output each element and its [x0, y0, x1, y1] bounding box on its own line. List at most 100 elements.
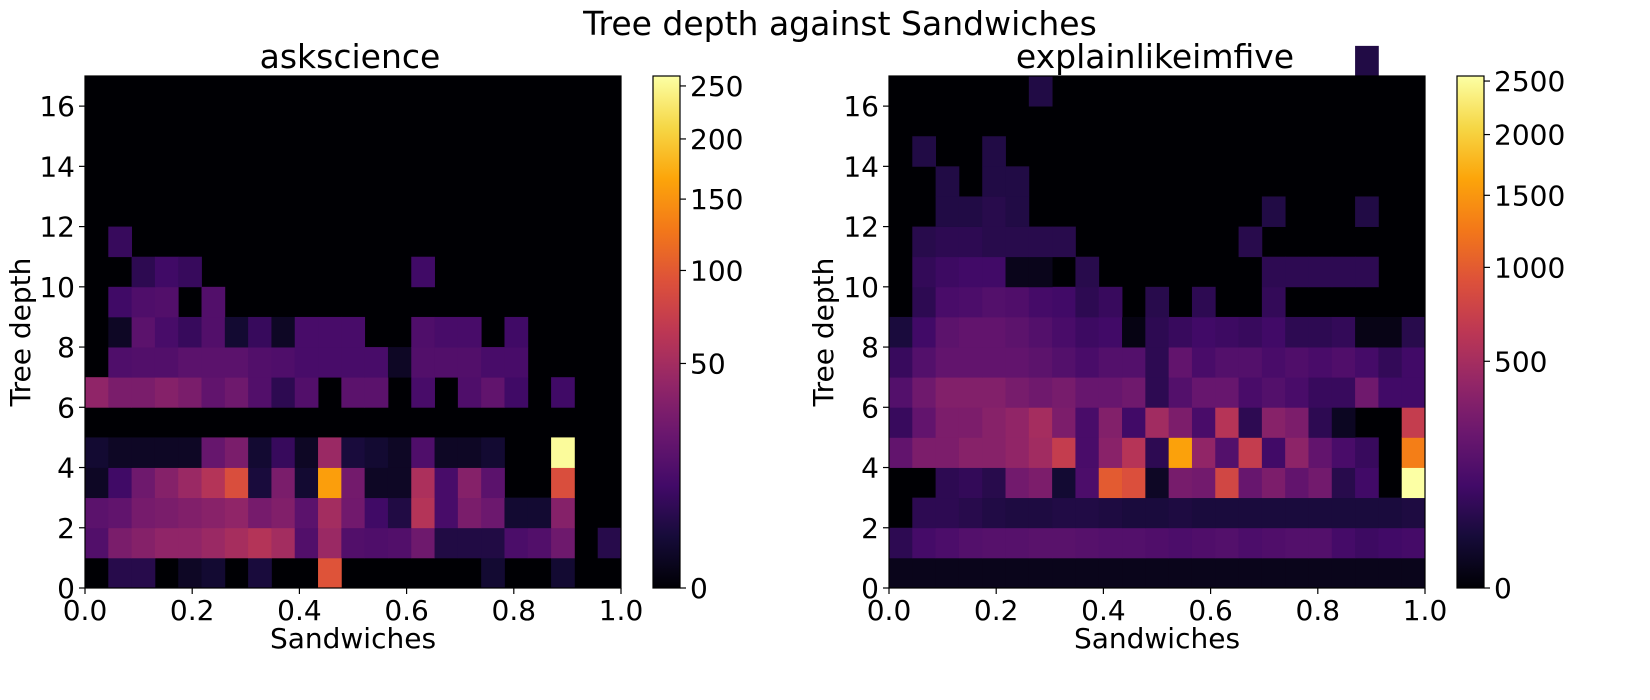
heatmap-cell [248, 497, 272, 529]
heatmap-cell [178, 377, 202, 408]
heatmap-cell [224, 467, 249, 499]
heatmap-cell [1308, 467, 1333, 499]
y-tick-label: 10 [843, 271, 879, 304]
heatmap-cell [294, 377, 319, 408]
heatmap-cell [108, 437, 132, 468]
y-tick-label: 4 [57, 452, 75, 485]
heatmap-cell [1355, 316, 1379, 348]
heatmap-cell [1122, 527, 1146, 559]
heatmap-cell [1261, 196, 1286, 227]
heatmap-cell [982, 377, 1006, 408]
heatmap-cell [1238, 377, 1263, 408]
heatmap-cell [387, 347, 412, 378]
heatmap-cell [1355, 45, 1379, 77]
y-tick-label: 2 [57, 512, 75, 545]
x-axis-label: Sandwiches [1074, 622, 1240, 655]
heatmap-cell [224, 437, 249, 468]
heatmap-cell [387, 527, 412, 559]
heatmap-cell [434, 527, 459, 559]
heatmap-cell [1191, 316, 1216, 348]
heatmap-cell [1238, 437, 1263, 468]
heatmap-cell [224, 497, 249, 529]
heatmap-cell [1028, 497, 1053, 529]
heatmap-cell [1005, 407, 1030, 438]
heatmap-cell [1145, 347, 1170, 378]
heatmap-cell [1401, 316, 1426, 348]
heatmap-cell [935, 557, 960, 589]
heatmap-cell [551, 527, 575, 559]
heatmap-cell [434, 347, 459, 378]
heatmap-cell [935, 226, 960, 258]
colorbar-tick-label: 2500 [1494, 65, 1565, 98]
heatmap-cell [1052, 316, 1076, 348]
heatmap-cell [481, 437, 505, 468]
heatmap-cell [1122, 407, 1146, 438]
heatmap-cell [1191, 467, 1216, 499]
heatmap-cell [1238, 316, 1263, 348]
heatmap-cell [1191, 377, 1216, 408]
heatmap-cell [1261, 467, 1286, 499]
heatmap-cell [935, 437, 960, 468]
heatmap-cell [224, 377, 249, 408]
heatmap-cell [364, 527, 389, 559]
heatmap-cell [551, 437, 575, 468]
heatmap-cell [411, 467, 435, 499]
heatmap-cell [341, 497, 366, 529]
heatmap-cell [889, 347, 913, 378]
heatmap-cell [1052, 347, 1076, 378]
colorbar-tick-label: 100 [690, 254, 743, 287]
heatmap-cell [154, 467, 179, 499]
heatmap-cell [1052, 527, 1076, 559]
heatmap-cell [131, 377, 156, 408]
heatmap-cell [341, 377, 366, 408]
heatmap-cell [154, 256, 179, 288]
heatmap-cell [1285, 316, 1309, 348]
heatmap-cell [108, 316, 132, 348]
heatmap-cell [1122, 347, 1146, 378]
heatmap-cell [958, 467, 983, 499]
y-tick-label: 0 [57, 572, 75, 605]
heatmap-cell [364, 347, 389, 378]
heatmap-cell [912, 527, 936, 559]
heatmap-cell [457, 316, 482, 348]
heatmap-cell [1005, 196, 1030, 227]
heatmap-cell [1261, 437, 1286, 468]
heatmap-cell [1215, 316, 1239, 348]
heatmap-cell [178, 557, 202, 589]
heatmap-cell [224, 527, 249, 559]
heatmap-cell [1168, 347, 1193, 378]
x-tick-label: 1.0 [599, 594, 644, 627]
heatmap-cell [1401, 467, 1426, 499]
heatmap-cell [434, 467, 459, 499]
heatmap-cell [1331, 437, 1356, 468]
y-tick-label: 14 [843, 150, 879, 183]
heatmap-cell [1355, 196, 1379, 227]
heatmap-cell [982, 347, 1006, 378]
heatmap-cell [1401, 347, 1426, 378]
y-tick-label: 16 [843, 90, 879, 123]
heatmap-cell [1028, 347, 1053, 378]
heatmap-cell [1308, 347, 1333, 378]
heatmap-cell [1005, 377, 1030, 408]
heatmap-cell [958, 226, 983, 258]
heatmap-cell [1075, 497, 1100, 529]
heatmap-cell [271, 377, 296, 408]
heatmap-cell [178, 497, 202, 529]
heatmap-cell [411, 316, 435, 348]
heatmap-cell [1261, 497, 1286, 529]
heatmap-cell [912, 226, 936, 258]
heatmap-cell [1075, 316, 1100, 348]
heatmap-cell [108, 286, 132, 318]
heatmap-cell [318, 527, 342, 559]
heatmap-cell [131, 347, 156, 378]
heatmap-cell [457, 467, 482, 499]
heatmap-cell [982, 166, 1006, 197]
heatmap-cell [411, 256, 435, 288]
heatmap-cell [1355, 527, 1379, 559]
heatmap-cell [1355, 347, 1379, 378]
heatmap-cell [982, 467, 1006, 499]
heatmap-cell [1168, 527, 1193, 559]
heatmap-cell [131, 256, 156, 288]
x-tick-label: 0.0 [63, 594, 108, 627]
